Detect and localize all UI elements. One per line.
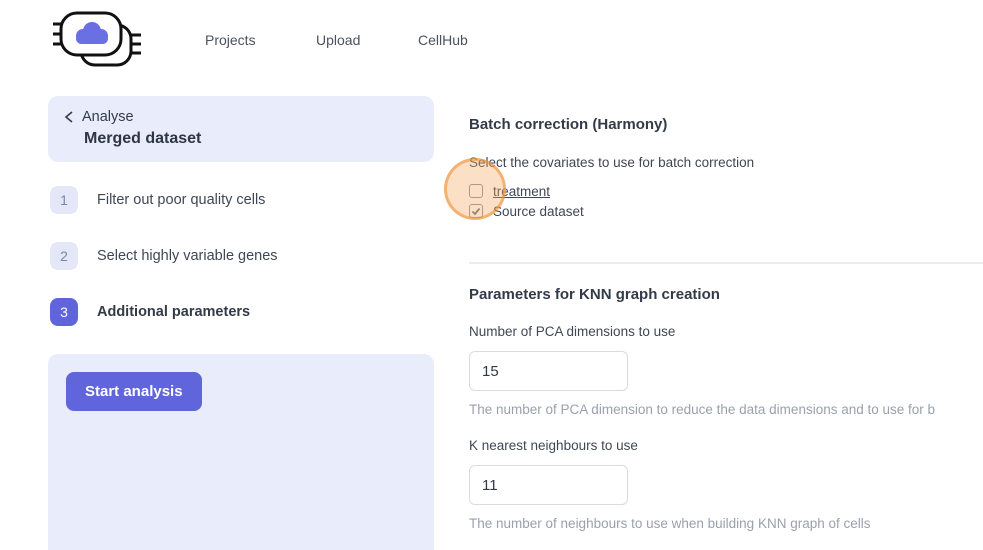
batch-correction-heading: Batch correction (Harmony) — [469, 116, 668, 133]
source-dataset-checkbox[interactable] — [469, 204, 483, 218]
app-logo-chip-cloud-icon[interactable] — [53, 11, 145, 71]
step-item-filter-cells[interactable]: 1 Filter out poor quality cells — [50, 186, 434, 214]
covariate-row-treatment: treatment — [469, 183, 550, 199]
dataset-header-card: Analyse Merged dataset — [48, 96, 434, 162]
dataset-title: Merged dataset — [84, 130, 202, 147]
step-label: Filter out poor quality cells — [97, 192, 266, 208]
check-icon — [471, 207, 481, 216]
step-number-badge: 1 — [50, 186, 78, 214]
k-neighbours-input[interactable] — [469, 465, 628, 505]
knn-parameters-heading: Parameters for KNN graph creation — [469, 286, 720, 303]
k-neighbours-help-text: The number of neighbours to use when bui… — [469, 516, 871, 531]
pca-dimensions-label: Number of PCA dimensions to use — [469, 324, 676, 339]
cloud-glyph — [76, 22, 108, 44]
covariate-row-source-dataset: Source dataset — [469, 203, 584, 219]
nav-item-projects[interactable]: Projects — [205, 32, 256, 48]
action-panel: Start analysis — [48, 354, 434, 550]
k-neighbours-label: K nearest neighbours to use — [469, 438, 638, 453]
back-link[interactable]: Analyse — [64, 109, 418, 125]
section-divider — [469, 262, 983, 264]
step-number-badge: 2 — [50, 242, 78, 270]
step-item-variable-genes[interactable]: 2 Select highly variable genes — [50, 242, 434, 270]
nav-item-cellhub[interactable]: CellHub — [418, 32, 468, 48]
step-label: Additional parameters — [97, 304, 251, 320]
back-label: Analyse — [82, 109, 134, 125]
pca-dimensions-input[interactable] — [469, 351, 628, 391]
treatment-checkbox[interactable] — [469, 184, 483, 198]
top-navbar: Projects Upload CellHub — [0, 0, 983, 80]
nav-item-upload[interactable]: Upload — [316, 32, 361, 48]
start-analysis-button[interactable]: Start analysis — [66, 372, 202, 411]
chevron-left-icon — [64, 111, 73, 123]
treatment-label[interactable]: treatment — [493, 183, 551, 199]
covariates-description: Select the covariates to use for batch c… — [469, 155, 755, 170]
step-label: Select highly variable genes — [97, 248, 278, 264]
step-item-additional-parameters[interactable]: 3 Additional parameters — [50, 298, 434, 326]
source-dataset-label: Source dataset — [493, 203, 584, 219]
step-list: 1 Filter out poor quality cells 2 Select… — [48, 186, 434, 326]
parameters-form: Batch correction (Harmony) Select the co… — [469, 0, 983, 550]
pca-dimensions-help-text: The number of PCA dimension to reduce th… — [469, 402, 936, 417]
step-number-badge: 3 — [50, 298, 78, 326]
analysis-sidebar: Analyse Merged dataset 1 Filter out poor… — [48, 96, 434, 550]
